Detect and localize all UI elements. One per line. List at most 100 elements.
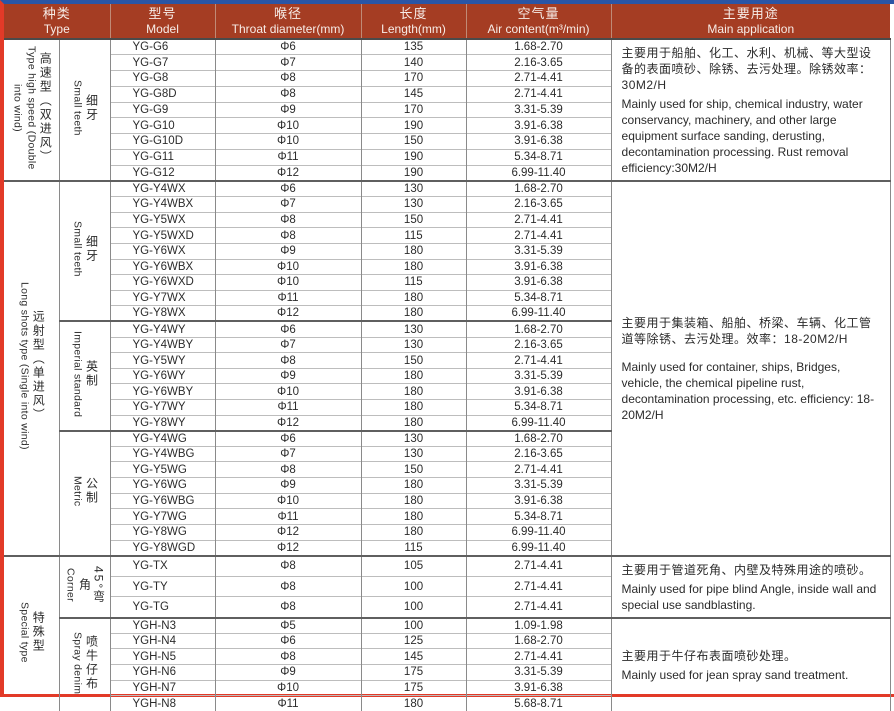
table-row: 喷牛仔布 Spray denim YGH-N3 Φ5 100 1.09-1.98 主要用于牛… bbox=[4, 616, 891, 711]
air-cell: 6.99-11.40 bbox=[466, 414, 612, 431]
length-cell: 180 bbox=[361, 414, 467, 431]
length-cell: 100 bbox=[361, 616, 467, 634]
type-subgroup-cell: 细牙 Small teeth bbox=[59, 179, 111, 322]
table-row: YG-TY Φ8 100 2.71-4.41 bbox=[4, 575, 890, 597]
air-cell: 5.34-8.71 bbox=[466, 148, 612, 166]
model-cell: YG-Y8WG bbox=[110, 523, 216, 541]
table-row: YG-Y4WBY Φ7 130 2.16-3.65 bbox=[4, 336, 890, 353]
model-cell: YG-G8D bbox=[110, 85, 216, 103]
air-cell: 6.99-11.40 bbox=[466, 539, 612, 556]
model-cell: YG-Y7WX bbox=[110, 289, 216, 306]
throat-cell: Φ9 bbox=[215, 477, 362, 494]
throat-cell: Φ12 bbox=[215, 305, 362, 322]
throat-cell: Φ11 bbox=[215, 148, 362, 166]
length-cell: 190 bbox=[361, 164, 467, 181]
air-cell: 3.31-5.39 bbox=[466, 101, 612, 118]
length-cell: 180 bbox=[361, 289, 467, 306]
air-cell: 6.99-11.40 bbox=[466, 523, 612, 541]
table-row: YG-Y5WY Φ8 150 2.71-4.41 bbox=[4, 352, 890, 369]
throat-cell: Φ10 bbox=[215, 133, 362, 150]
length-cell: 130 bbox=[361, 180, 467, 197]
table-row: YG-Y4WBX Φ7 130 2.16-3.65 bbox=[4, 196, 890, 213]
model-cell: YG-Y6WX bbox=[110, 242, 216, 260]
type-group-cell: 高速型（双进风） Type high speed (Double into win… bbox=[4, 38, 60, 181]
air-cell: 3.31-5.39 bbox=[466, 477, 612, 494]
length-cell: 180 bbox=[361, 508, 467, 525]
throat-cell: Φ5 bbox=[215, 616, 362, 634]
throat-cell: Φ11 bbox=[215, 695, 362, 711]
throat-cell: Φ7 bbox=[215, 196, 362, 213]
table-row: YG-Y5WG Φ8 150 2.71-4.41 bbox=[4, 461, 890, 478]
throat-cell: Φ7 bbox=[215, 445, 362, 462]
table-row: 特殊型 Special type 45°弯角 Corner YG-TX Φ8 105 2.71… bbox=[4, 554, 891, 711]
table-row: YG-Y8WY Φ12 180 6.99-11.40 bbox=[4, 414, 890, 431]
col-header-type-zh: 种类 bbox=[42, 6, 71, 21]
type-group-label-en: Special type bbox=[18, 601, 31, 663]
air-cell: 1.68-2.70 bbox=[466, 180, 612, 197]
air-cell: 1.68-2.70 bbox=[466, 632, 612, 649]
throat-cell: Φ10 bbox=[215, 492, 362, 509]
length-cell: 180 bbox=[361, 258, 467, 275]
air-cell: 1.68-2.70 bbox=[466, 38, 612, 55]
model-cell: YG-Y5WXD bbox=[110, 227, 216, 244]
air-cell: 3.31-5.39 bbox=[466, 242, 612, 260]
throat-cell: Φ12 bbox=[215, 164, 362, 181]
length-cell: 170 bbox=[361, 101, 467, 118]
model-cell: YG-Y4WX bbox=[110, 180, 216, 197]
throat-cell: Φ8 bbox=[215, 575, 362, 597]
application-text-zh: 主要用于集装箱、船舶、桥梁、车辆、化工管道等除锈、去污处理。效率：18-20M2… bbox=[621, 315, 872, 346]
table-row: YG-G11 Φ11 190 5.34-8.71 bbox=[4, 148, 890, 166]
application-text-en: Mainly used for container, ships, Bridge… bbox=[621, 359, 875, 422]
air-cell: 2.16-3.65 bbox=[466, 336, 612, 353]
application-text-zh: 主要用于管道死角、内壁及特殊用途的喷砂。 bbox=[621, 562, 872, 577]
table-row: 英制 Imperial standard YG-Y4WY Φ6 130 1.68-2.70 bbox=[4, 320, 890, 431]
throat-cell: Φ10 bbox=[215, 274, 362, 291]
type-subgroup-label-en: Corner bbox=[64, 567, 77, 602]
length-cell: 180 bbox=[361, 242, 467, 260]
model-cell: YGH-N8 bbox=[110, 695, 216, 711]
length-cell: 125 bbox=[361, 632, 467, 649]
throat-cell: Φ6 bbox=[215, 180, 362, 197]
type-subgroup-label-zh: 细牙 bbox=[84, 235, 99, 264]
table-row: YG-G10D Φ10 150 3.91-6.38 bbox=[4, 133, 890, 150]
length-cell: 115 bbox=[361, 274, 467, 291]
type-subgroup-cell: 细牙 Small teeth bbox=[59, 38, 111, 181]
application-text-en: Mainly used for ship, chemical industry,… bbox=[621, 97, 863, 175]
length-cell: 130 bbox=[361, 196, 467, 213]
type-subgroup-label-en: Small teeth bbox=[71, 80, 84, 136]
model-cell: YGH-N7 bbox=[110, 679, 216, 696]
air-cell: 2.71-4.41 bbox=[466, 70, 612, 87]
length-cell: 180 bbox=[361, 399, 467, 416]
table-row: YGH-N6 Φ9 175 3.31-5.39 bbox=[4, 663, 890, 681]
length-cell: 180 bbox=[361, 367, 467, 384]
air-cell: 2.71-4.41 bbox=[466, 648, 612, 665]
air-cell: 5.34-8.71 bbox=[466, 289, 612, 306]
air-cell: 5.34-8.71 bbox=[466, 399, 612, 416]
col-header-application: 主要用途 Main application bbox=[611, 4, 891, 40]
air-cell: 6.99-11.40 bbox=[466, 164, 612, 181]
air-cell: 2.16-3.65 bbox=[466, 445, 612, 462]
throat-cell: Φ6 bbox=[215, 632, 362, 649]
table-row: 高速型（双进风） Type high speed (Double into win… bbox=[4, 38, 891, 181]
length-cell: 140 bbox=[361, 54, 467, 71]
application-cell: 主要用于管道死角、内壁及特殊用途的喷砂。 Mainly used for pipe… bbox=[611, 554, 891, 618]
table-row: YG-G12 Φ12 190 6.99-11.40 bbox=[4, 164, 890, 181]
throat-cell: Φ7 bbox=[215, 336, 362, 353]
model-cell: YG-Y5WX bbox=[110, 211, 216, 228]
air-cell: 2.71-4.41 bbox=[466, 554, 612, 577]
type-subgroup-label-zh: 喷牛仔布 bbox=[84, 634, 99, 691]
table-row: YG-Y6WXD Φ10 115 3.91-6.38 bbox=[4, 274, 890, 291]
model-cell: YG-G8 bbox=[110, 70, 216, 87]
application-text-zh: 主要用于牛仔布表面喷砂处理。 bbox=[621, 648, 797, 663]
application-cell: 主要用于集装箱、船舶、桥梁、车辆、化工管道等除锈、去污处理。效率：18-20M2… bbox=[611, 180, 891, 556]
air-cell: 2.71-4.41 bbox=[466, 596, 612, 618]
air-cell: 2.71-4.41 bbox=[466, 352, 612, 369]
throat-cell: Φ8 bbox=[215, 211, 362, 228]
table-row: YGH-N5 Φ8 145 2.71-4.41 bbox=[4, 648, 890, 665]
table-row: YG-Y7WG Φ11 180 5.34-8.71 bbox=[4, 508, 890, 525]
air-cell: 3.91-6.38 bbox=[466, 383, 612, 400]
length-cell: 150 bbox=[361, 133, 467, 150]
throat-cell: Φ8 bbox=[215, 227, 362, 244]
length-cell: 145 bbox=[361, 648, 467, 665]
model-cell: YGH-N5 bbox=[110, 648, 216, 665]
